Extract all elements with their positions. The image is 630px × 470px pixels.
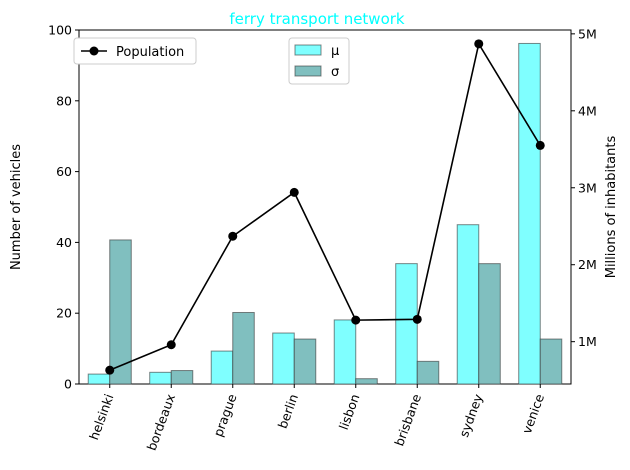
- bar-mu-prague: [210, 350, 234, 385]
- population-point-prague: [228, 231, 238, 241]
- y-tick-label-80: 80: [56, 93, 72, 108]
- bars-layer: [87, 42, 563, 385]
- legend-line-label: Population: [116, 45, 184, 60]
- y2-axis-label: Millions of inhabitants: [604, 136, 619, 279]
- bar-mu-lisbon: [333, 319, 357, 385]
- bar-sigma-helsinki: [109, 239, 132, 385]
- bar-mu-sydney: [456, 224, 480, 385]
- legend-line: Population: [73, 37, 197, 65]
- x-tick-label-sydney: sydney: [456, 391, 486, 439]
- legend-line-box: [73, 37, 197, 65]
- population-line-layer: [105, 39, 545, 375]
- bar-sigma-brisbane: [416, 360, 440, 385]
- plot-area: [78, 29, 572, 385]
- bar-mu-brisbane: [395, 263, 418, 385]
- population-point-lisbon: [351, 315, 361, 325]
- x-tick-label-venice: venice: [519, 392, 547, 436]
- x-tick-label-bordeaux: bordeaux: [144, 392, 178, 453]
- bar-mu-berlin: [272, 332, 295, 385]
- population-point-venice: [535, 140, 545, 150]
- y2-tick-label-2: 2M: [578, 257, 597, 272]
- y-tick-label-100: 100: [48, 23, 72, 38]
- y-tick-label-20: 20: [56, 306, 72, 321]
- x-tick-label-lisbon: lisbon: [336, 392, 363, 432]
- population-line: [109, 41, 541, 371]
- population-point-helsinki: [105, 365, 115, 375]
- y-tick-label-60: 60: [56, 164, 72, 179]
- x-tick-label-brisbane: brisbane: [391, 392, 424, 448]
- legend-mu-swatch: [294, 44, 322, 56]
- legend-line-marker: [89, 46, 99, 56]
- x-axis: helsinki bordeaux prague berlin lisbon brisba…: [86, 384, 547, 453]
- population-point-berlin: [289, 187, 299, 197]
- legend-mu-label: μ: [331, 44, 339, 59]
- right-y-axis: 1M 2M 3M 4M 5M: [571, 26, 597, 349]
- population-point-brisbane: [412, 314, 422, 324]
- chart-title: ferry transport network: [229, 10, 405, 28]
- bar-sigma-sydney: [478, 263, 501, 385]
- legend-sigma-swatch: [294, 65, 322, 77]
- population-point-sydney: [474, 39, 484, 49]
- y-axis-label: Number of vehicles: [9, 144, 24, 270]
- y-tick-label-40: 40: [56, 235, 72, 250]
- bar-sigma-venice: [539, 338, 563, 385]
- bar-sigma-prague: [232, 311, 255, 385]
- bar-mu-venice: [518, 42, 541, 385]
- bar-sigma-bordeaux: [170, 370, 194, 385]
- legend-bars: μ σ: [288, 37, 350, 85]
- bar-mu-bordeaux: [149, 371, 172, 385]
- y2-tick-label-1: 1M: [578, 334, 597, 349]
- bar-sigma-lisbon: [355, 378, 378, 385]
- y2-tick-label-5: 5M: [578, 26, 597, 41]
- legend-sigma-label: σ: [331, 65, 339, 80]
- y2-tick-label-3: 3M: [578, 180, 597, 195]
- y-tick-label-0: 0: [64, 377, 72, 392]
- bar-sigma-berlin: [293, 338, 317, 385]
- y2-tick-label-4: 4M: [578, 103, 597, 118]
- x-tick-label-prague: prague: [210, 392, 239, 439]
- left-y-axis: 0 20 40 60 80 100: [48, 23, 79, 392]
- bar-mu-helsinki: [87, 373, 111, 385]
- x-tick-label-berlin: berlin: [275, 392, 301, 431]
- population-point-bordeaux: [166, 340, 176, 350]
- x-tick-label-helsinki: helsinki: [86, 392, 116, 442]
